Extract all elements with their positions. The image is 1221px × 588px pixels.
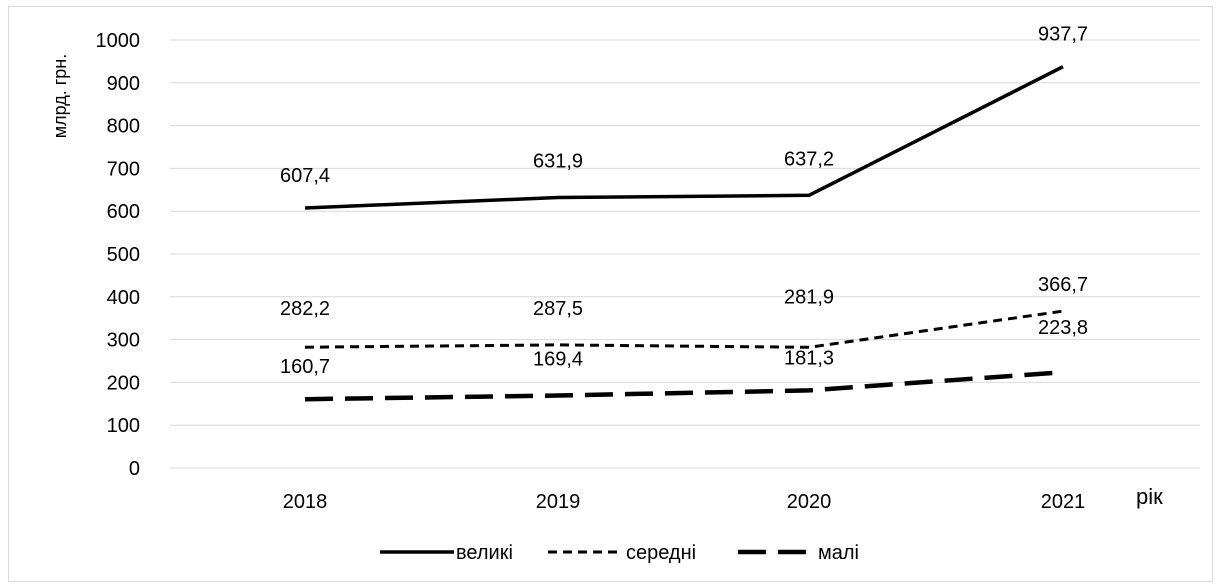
x-tick-label: 2021 bbox=[1041, 491, 1086, 513]
y-tick-label: 400 bbox=[107, 287, 140, 309]
data-label: 631,9 bbox=[533, 151, 583, 173]
x-tick-label: 2018 bbox=[283, 491, 328, 513]
x-tick-label: 2019 bbox=[536, 491, 581, 513]
data-label: 160,7 bbox=[280, 356, 330, 378]
x-axis-title: рік bbox=[1136, 484, 1163, 509]
y-tick-label: 700 bbox=[107, 158, 140, 180]
series-lines bbox=[304, 65, 1064, 402]
data-label: 181,3 bbox=[784, 347, 834, 369]
legend: великі середні малі bbox=[380, 542, 859, 564]
data-label: 282,2 bbox=[280, 298, 330, 320]
chart-frame bbox=[8, 6, 1213, 582]
y-tick-label: 0 bbox=[129, 458, 140, 480]
data-label: 607,4 bbox=[280, 165, 330, 187]
y-tick-label: 900 bbox=[107, 73, 140, 95]
data-label: 287,5 bbox=[533, 298, 583, 320]
series-line-3 bbox=[304, 369, 1064, 402]
y-tick-label: 200 bbox=[107, 372, 140, 394]
gridlines bbox=[170, 39, 1200, 469]
y-tick-label: 100 bbox=[107, 415, 140, 437]
data-label: 637,2 bbox=[784, 148, 834, 170]
y-axis-title: млрд. грн. bbox=[50, 54, 70, 139]
data-label: 937,7 bbox=[1038, 24, 1088, 46]
y-tick-label: 800 bbox=[107, 116, 140, 138]
y-axis: 0 100 200 300 400 500 600 700 800 900 1000 bbox=[96, 30, 141, 480]
series-line-1 bbox=[304, 65, 1064, 210]
data-label: 366,7 bbox=[1038, 274, 1088, 296]
legend-label: великі bbox=[456, 542, 513, 564]
x-tick-label: 2020 bbox=[787, 491, 832, 513]
data-label: 223,8 bbox=[1038, 317, 1088, 339]
y-tick-label: 500 bbox=[107, 244, 140, 266]
x-axis: 2018 2019 2020 2021 bbox=[283, 491, 1086, 513]
y-tick-label: 600 bbox=[107, 201, 140, 223]
data-labels: 607,4 631,9 637,2 937,7 282,2 287,5 281,9 366,7… bbox=[280, 24, 1088, 379]
data-label: 281,9 bbox=[784, 286, 834, 308]
series-line-2 bbox=[304, 309, 1064, 349]
y-tick-label: 300 bbox=[107, 330, 140, 352]
legend-label: середні bbox=[626, 542, 696, 564]
data-label: 169,4 bbox=[533, 348, 583, 370]
legend-label: малі bbox=[818, 542, 859, 564]
y-tick-label: 1000 bbox=[96, 30, 141, 52]
